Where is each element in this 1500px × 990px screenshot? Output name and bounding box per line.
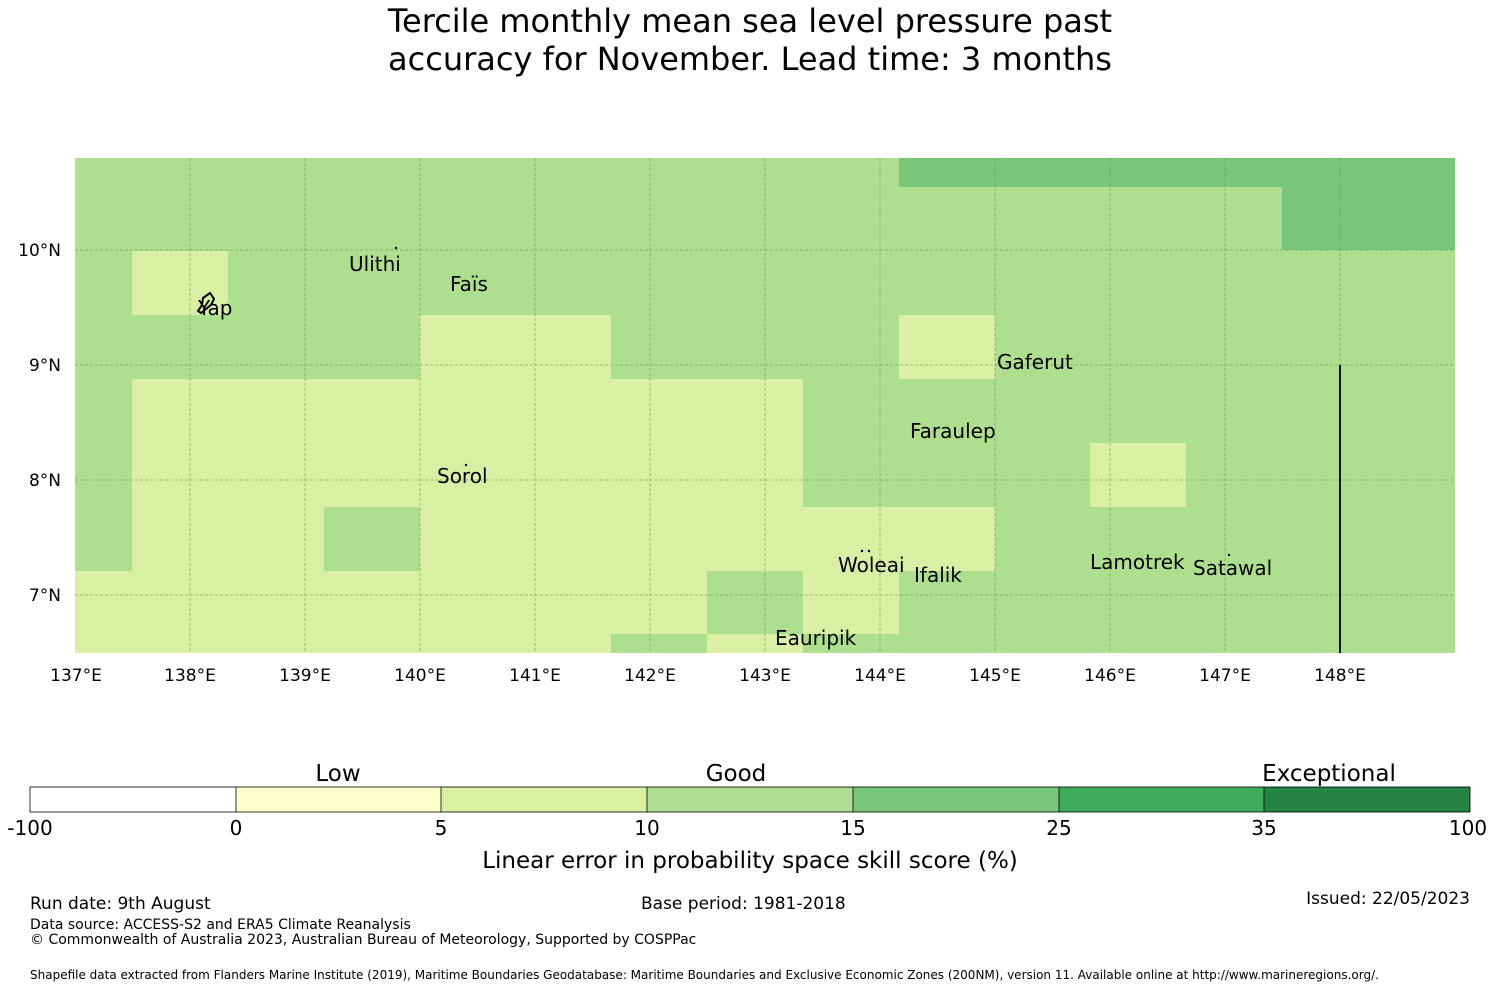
grid-cell-low (707, 634, 803, 653)
place-label-ulithi: Ulithi (349, 252, 401, 276)
y-axis-ticks: 10°N 9°N 8°N 7°N (18, 241, 61, 606)
title-line-2: accuracy for November. Lead time: 3 mont… (388, 40, 1112, 78)
colorbar-category-good: Good (706, 761, 767, 787)
satawal-island-dot (1227, 553, 1231, 557)
shapefile-credit: Shapefile data extracted from Flanders M… (30, 968, 1379, 982)
place-label-satawal: Satawal (1193, 556, 1272, 580)
woleai-island-dot (867, 549, 871, 553)
island-marks (196, 246, 1231, 557)
grid-cell-low (75, 571, 707, 634)
y-tick: 8°N (29, 471, 61, 491)
colorbar-tick: 10 (634, 816, 659, 840)
grid-cell-low (75, 634, 611, 653)
woleai-island-dot (860, 549, 864, 553)
base-period: Base period: 1981-2018 (641, 894, 846, 914)
colorbar-segment (30, 787, 236, 812)
place-label-sorol: Sorol (437, 464, 488, 488)
grid-cell-low (1090, 443, 1186, 507)
x-tick: 140°E (394, 666, 446, 686)
title-line-1: Tercile monthly mean sea level pressure … (387, 2, 1113, 40)
x-axis-ticks: 137°E 138°E 139°E 140°E 141°E 142°E 143°… (50, 666, 1366, 686)
place-label-woleai: Woleai (838, 553, 905, 577)
x-tick: 144°E (854, 666, 906, 686)
grid-cell-high (899, 158, 1455, 187)
colorbar-category-low: Low (315, 761, 360, 787)
grid-cell-low (803, 571, 899, 634)
colorbar-segment (1059, 787, 1264, 812)
colorbar-segment (647, 787, 853, 812)
place-label-lamotrek: Lamotrek (1090, 550, 1185, 574)
colorbar-tick: 5 (435, 816, 448, 840)
place-label-faraulep: Faraulep (910, 419, 996, 443)
grid-cell-low (420, 507, 995, 571)
colorbar-segment (853, 787, 1059, 812)
colorbar: Low Good Exceptional -100 0 5 10 15 25 3… (7, 761, 1487, 874)
ulithi-island-dot (394, 246, 398, 250)
place-label-gaferut: Gaferut (997, 350, 1073, 374)
place-label-eauripik: Eauripik (775, 626, 857, 650)
grid-cell-low (420, 315, 611, 379)
x-tick: 148°E (1314, 666, 1366, 686)
x-tick: 139°E (279, 666, 331, 686)
colorbar-segment (441, 787, 647, 812)
colorbar-tick: 100 (1449, 816, 1487, 840)
colorbar-tick: 35 (1251, 816, 1276, 840)
place-labels: Ulithi Faïs Yap Gaferut Faraulep Sorol W… (197, 252, 1272, 650)
data-source: Data source: ACCESS-S2 and ERA5 Climate … (30, 917, 411, 933)
x-tick: 146°E (1084, 666, 1136, 686)
colorbar-tick: 15 (840, 816, 865, 840)
colorbar-category-exceptional: Exceptional (1262, 761, 1396, 787)
yap-island-shape (196, 291, 216, 315)
colorbar-tick: 0 (230, 816, 243, 840)
place-label-fais: Faïs (450, 272, 488, 296)
grid-cell-low (132, 379, 803, 507)
x-tick: 145°E (969, 666, 1021, 686)
y-tick: 7°N (29, 586, 61, 606)
place-label-ifalik: Ifalik (914, 563, 962, 587)
x-tick: 141°E (509, 666, 561, 686)
copyright: © Commonwealth of Australia 2023, Austra… (30, 932, 697, 948)
colorbar-tick: 25 (1046, 816, 1071, 840)
sorol-island-dot (464, 463, 468, 467)
y-tick: 9°N (29, 356, 61, 376)
x-tick: 143°E (739, 666, 791, 686)
colorbar-tick: -100 (7, 816, 52, 840)
colorbar-segment (1264, 787, 1470, 812)
colorbar-label: Linear error in probability space skill … (482, 848, 1018, 874)
grid-cell-high (1282, 187, 1455, 250)
colorbar-segment (236, 787, 441, 812)
x-tick: 138°E (164, 666, 216, 686)
y-tick: 10°N (18, 241, 61, 261)
grid-cell-low (899, 315, 995, 379)
grid-cell-low (132, 507, 324, 571)
place-label-yap: Yap (197, 296, 232, 320)
x-tick: 147°E (1199, 666, 1251, 686)
x-tick: 137°E (50, 666, 102, 686)
x-tick: 142°E (624, 666, 676, 686)
run-date: Run date: 9th August (30, 894, 211, 914)
map-title: Tercile monthly mean sea level pressure … (0, 2, 1500, 78)
issued-date: Issued: 22/05/2023 (1306, 889, 1470, 909)
colorbar-frame (29, 786, 1471, 813)
